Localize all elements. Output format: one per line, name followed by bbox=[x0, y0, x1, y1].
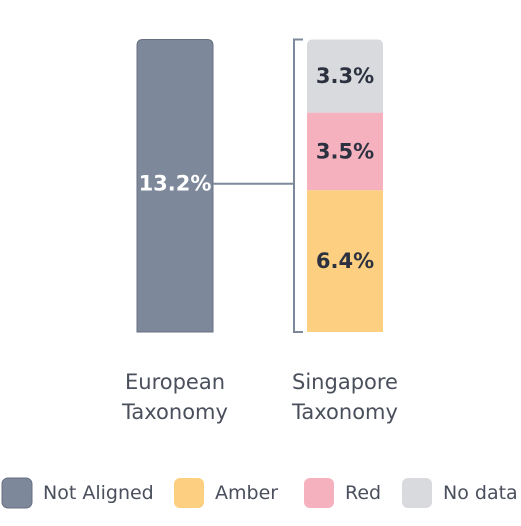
data-label-european-taxonomy-not-aligned: 13.2% bbox=[139, 172, 212, 196]
bar-segment-european-taxonomy-not-aligned bbox=[136, 38, 214, 333]
category-labels-layer: European Taxonomy Singapore Taxonomy bbox=[121, 370, 398, 424]
connector-layer bbox=[213, 38, 303, 333]
data-label-singapore-taxonomy-no-data: 3.3% bbox=[316, 64, 374, 88]
bar-segment-singapore-taxonomy-amber bbox=[307, 190, 383, 332]
data-label-singapore-taxonomy-red: 3.5% bbox=[316, 139, 374, 163]
bar-segment-singapore-taxonomy-red bbox=[307, 112, 383, 191]
category-label-singapore-taxonomy-line-2: Taxonomy bbox=[291, 400, 398, 424]
legend: Not Aligned Amber Red No data bbox=[1, 477, 518, 509]
data-labels-layer: 13.2% 6.4% 3.5% 3.3% bbox=[139, 64, 375, 273]
bars-layer bbox=[136, 38, 383, 333]
category-label-singapore-taxonomy-line-1: Singapore bbox=[292, 370, 398, 394]
legend-swatch-no-data bbox=[402, 478, 432, 508]
bar-segment-singapore-taxonomy-no-data bbox=[307, 39, 383, 113]
legend-swatch-red bbox=[304, 478, 334, 508]
category-label-european-taxonomy-line-2: Taxonomy bbox=[121, 400, 228, 424]
legend-label-no-data: No data bbox=[443, 482, 518, 504]
category-label-european-taxonomy-line-1: European bbox=[125, 370, 225, 394]
legend-swatch-amber bbox=[174, 478, 204, 508]
legend-label-red: Red bbox=[345, 482, 381, 504]
bracket bbox=[293, 38, 303, 333]
legend-swatch-not-aligned bbox=[1, 477, 33, 509]
legend-label-amber: Amber bbox=[215, 482, 278, 504]
data-label-singapore-taxonomy-amber: 6.4% bbox=[316, 249, 374, 273]
legend-label-not-aligned: Not Aligned bbox=[43, 482, 154, 504]
